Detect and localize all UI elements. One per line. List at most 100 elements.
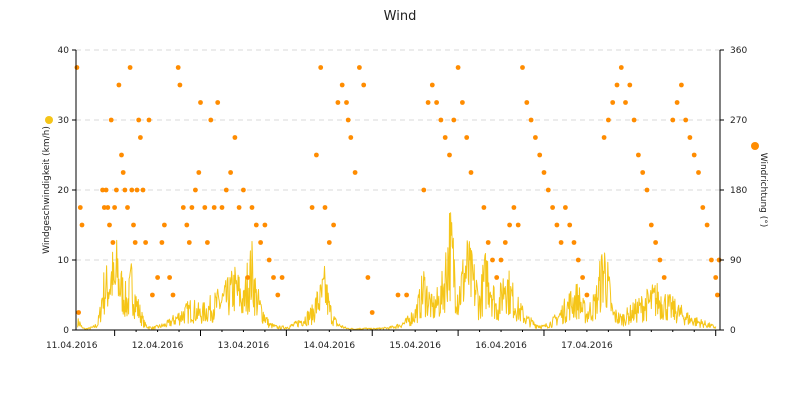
direction-point: [262, 222, 268, 228]
direction-point: [150, 292, 155, 298]
direction-point: [309, 205, 315, 210]
direction-point: [241, 187, 246, 193]
axes: 0 10 20 30 40 0 90 180 270 360 11.04.2016 12.04.201…: [42, 46, 768, 351]
direction-point: [704, 222, 710, 228]
direction-point: [136, 117, 142, 123]
direction-point: [683, 117, 689, 123]
direction-point: [74, 65, 80, 70]
direction-point: [101, 205, 107, 210]
direction-point: [348, 135, 354, 140]
direction-point: [249, 205, 255, 210]
direction-point: [614, 82, 620, 88]
direction-point: [631, 117, 637, 123]
direction-point: [661, 275, 667, 280]
direction-point: [125, 205, 130, 210]
direction-point: [112, 205, 117, 210]
direction-point: [119, 152, 124, 158]
direction-point: [100, 187, 105, 193]
direction-point: [122, 187, 128, 193]
direction-point: [146, 117, 152, 123]
direction-point: [189, 205, 195, 210]
direction-point: [425, 100, 431, 105]
direction-point: [429, 82, 435, 88]
direction-point: [271, 275, 276, 280]
direction-point: [352, 170, 358, 175]
direction-point: [575, 257, 581, 263]
direction-point: [447, 152, 452, 158]
direction-point: [138, 135, 143, 140]
direction-point: [79, 222, 85, 228]
y-right-axis-title: Windrichtung (°): [758, 153, 768, 228]
direction-point: [129, 187, 135, 193]
direction-point: [322, 205, 328, 210]
direction-point: [618, 65, 624, 70]
direction-point: [155, 275, 161, 280]
direction-point: [127, 65, 133, 70]
direction-point: [344, 100, 349, 105]
direction-point: [140, 187, 146, 193]
direction-point: [120, 170, 126, 175]
direction-point: [108, 117, 114, 123]
direction-point: [567, 222, 573, 228]
direction-point: [116, 82, 122, 88]
direction-point: [554, 222, 560, 228]
direction-point: [434, 100, 439, 105]
direction-point: [528, 117, 534, 123]
series-windrichtung: [74, 65, 722, 315]
direction-point: [177, 82, 183, 88]
direction-point: [77, 205, 83, 210]
x-tick-label: 12.04.2016: [132, 341, 184, 351]
direction-point: [524, 100, 530, 105]
direction-point: [114, 187, 119, 193]
direction-point: [404, 292, 409, 298]
direction-point: [580, 275, 585, 280]
direction-point: [205, 240, 210, 245]
direction-point: [584, 292, 590, 298]
legend-marker-windrichtung: [751, 142, 759, 150]
direction-point: [601, 135, 607, 140]
direction-point: [107, 222, 112, 228]
direction-point: [339, 82, 345, 88]
direction-point: [314, 152, 319, 158]
direction-point: [498, 257, 504, 263]
direction-point: [421, 187, 427, 193]
direction-point: [335, 100, 341, 105]
direction-point: [167, 275, 173, 280]
direction-point: [76, 310, 81, 315]
direction-point: [451, 117, 457, 123]
y-left-tick-label: 30: [58, 116, 70, 126]
direction-point: [253, 222, 259, 228]
direction-point: [537, 152, 543, 158]
direction-point: [648, 222, 654, 228]
direction-point: [175, 65, 181, 70]
speed-line: [77, 212, 717, 331]
direction-point: [279, 275, 285, 280]
direction-point: [709, 257, 714, 263]
direction-point: [442, 135, 448, 140]
x-tick-label: 17.04.2016: [561, 341, 613, 351]
direction-point: [490, 257, 495, 263]
direction-point: [198, 100, 203, 105]
direction-point: [679, 82, 684, 88]
y-left-tick-label: 20: [58, 186, 70, 196]
direction-point: [610, 100, 616, 105]
direction-point: [715, 292, 720, 298]
y-left-tick-label: 40: [58, 46, 70, 56]
direction-point: [571, 240, 577, 245]
direction-point: [533, 135, 538, 140]
direction-point: [159, 240, 165, 245]
direction-point: [132, 240, 138, 245]
direction-point: [266, 257, 272, 263]
direction-point: [184, 222, 190, 228]
direction-point: [170, 292, 176, 298]
x-tick-label: 16.04.2016: [475, 341, 527, 351]
direction-point: [365, 275, 371, 280]
y-right-tick-label: 360: [730, 46, 747, 56]
direction-point: [228, 170, 234, 175]
direction-point: [223, 187, 229, 193]
direction-point: [520, 65, 525, 70]
direction-point: [606, 117, 611, 123]
y-right-tick-label: 90: [730, 256, 742, 266]
direction-point: [131, 222, 136, 228]
direction-point: [395, 292, 401, 298]
